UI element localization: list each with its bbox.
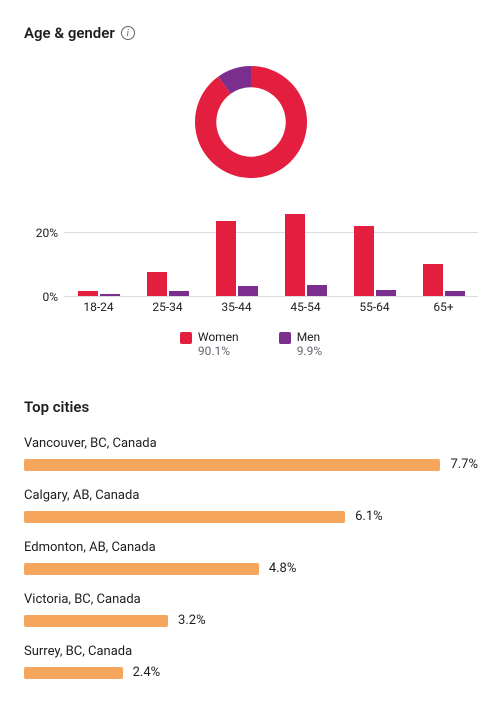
city-percent: 7.7%: [450, 457, 478, 472]
bar: [354, 226, 374, 296]
city-bar: [24, 459, 440, 471]
legend: Women90.1% Men9.9%: [24, 330, 478, 358]
top-cities-section: Top cities Vancouver, BC, Canada 7.7% Calg…: [24, 398, 478, 680]
age-group: [340, 200, 409, 296]
legend-percent: 9.9%: [297, 344, 322, 358]
city-percent: 2.4%: [133, 665, 161, 680]
bar: [423, 264, 443, 296]
city-percent: 4.8%: [269, 561, 297, 576]
bar: [78, 291, 98, 296]
x-axis-label: 25-34: [133, 300, 202, 320]
y-axis-label: 20%: [24, 226, 58, 240]
age-group: [133, 200, 202, 296]
city-percent: 3.2%: [178, 613, 206, 628]
info-icon[interactable]: i: [121, 26, 135, 40]
bar: [216, 221, 236, 296]
top-cities-title: Top cities: [24, 398, 478, 416]
city-bar: [24, 511, 345, 523]
x-axis-label: 45-54: [271, 300, 340, 320]
bar: [147, 272, 167, 296]
donut-chart: [24, 62, 478, 182]
city-name: Surrey, BC, Canada: [24, 644, 478, 659]
x-axis-label: 55-64: [340, 300, 409, 320]
y-axis-label: 0%: [24, 290, 58, 304]
city-bar: [24, 615, 168, 627]
city-row: Victoria, BC, Canada 3.2%: [24, 592, 478, 628]
city-name: Calgary, AB, Canada: [24, 488, 478, 503]
age-group: [409, 200, 478, 296]
city-name: Victoria, BC, Canada: [24, 592, 478, 607]
age-gender-bar-chart: 0% 20% 18-2425-3435-4445-5455-6465+: [24, 200, 478, 320]
city-row: Calgary, AB, Canada 6.1%: [24, 488, 478, 524]
bar: [445, 291, 465, 296]
city-bar: [24, 667, 123, 679]
age-group: [271, 200, 340, 296]
city-name: Vancouver, BC, Canada: [24, 436, 478, 451]
city-name: Edmonton, AB, Canada: [24, 540, 478, 555]
bar: [100, 294, 120, 296]
bar: [169, 291, 189, 296]
legend-label: Men: [297, 330, 322, 344]
age-group: [64, 200, 133, 296]
x-axis-label: 65+: [409, 300, 478, 320]
age-gender-title: Age & gender: [24, 24, 115, 42]
legend-label: Women: [198, 330, 239, 344]
x-axis-label: 35-44: [202, 300, 271, 320]
x-axis-label: 18-24: [64, 300, 133, 320]
bar: [307, 285, 327, 296]
legend-percent: 90.1%: [198, 344, 239, 358]
city-bar: [24, 563, 259, 575]
legend-swatch: [180, 332, 192, 344]
city-row: Surrey, BC, Canada 2.4%: [24, 644, 478, 680]
age-gender-heading: Age & gender i: [24, 24, 478, 42]
city-row: Edmonton, AB, Canada 4.8%: [24, 540, 478, 576]
legend-item: Women90.1%: [180, 330, 239, 358]
legend-item: Men9.9%: [279, 330, 322, 358]
bar: [285, 214, 305, 296]
gridline: 0%: [64, 296, 478, 297]
city-row: Vancouver, BC, Canada 7.7%: [24, 436, 478, 472]
bar: [376, 290, 396, 296]
age-group: [202, 200, 271, 296]
city-percent: 6.1%: [355, 509, 383, 524]
legend-swatch: [279, 332, 291, 344]
bar: [238, 286, 258, 296]
